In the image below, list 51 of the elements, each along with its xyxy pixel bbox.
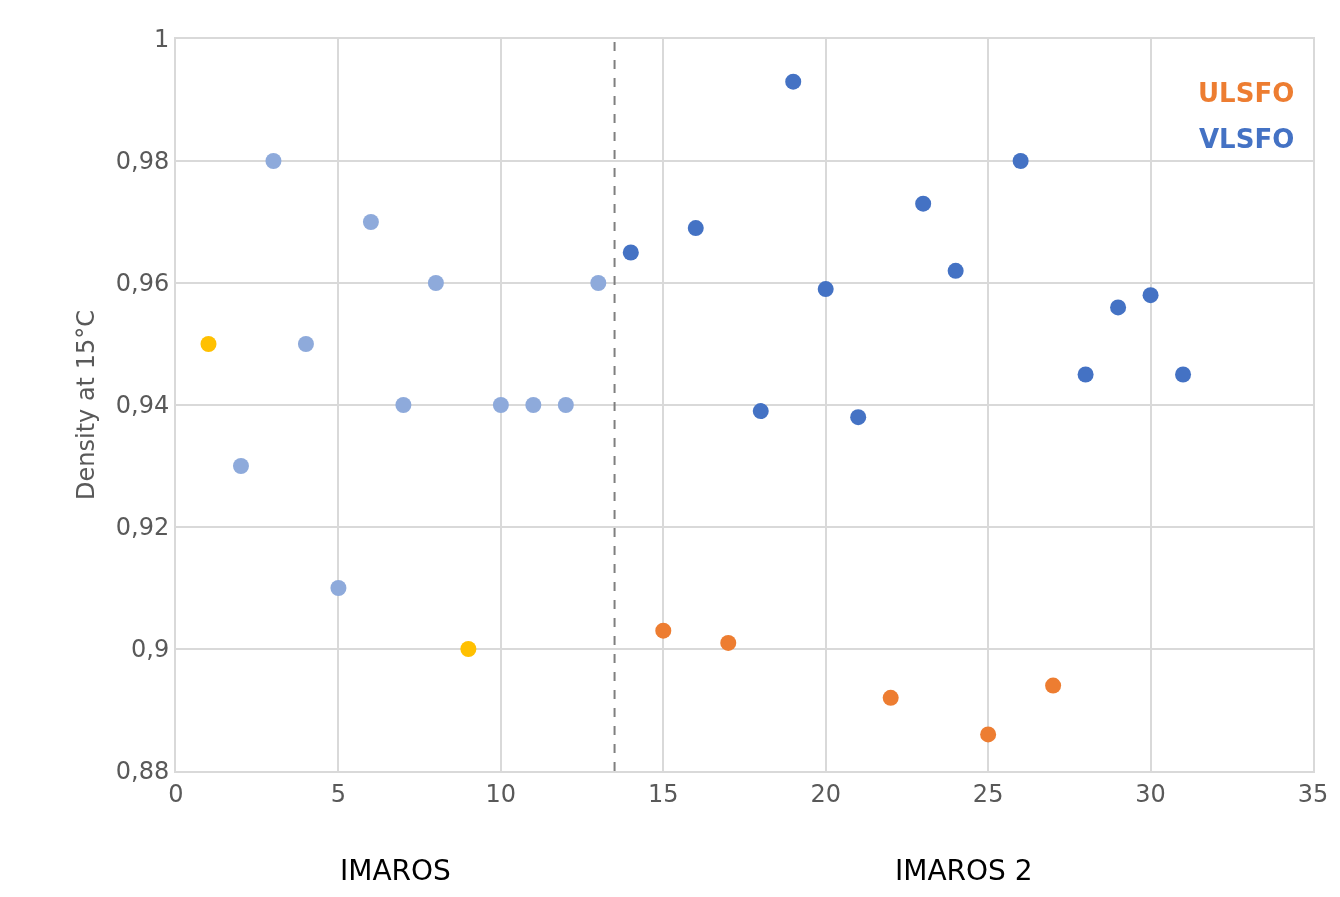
x-tick-label: 35	[1297, 779, 1329, 808]
point	[1077, 366, 1094, 383]
point	[427, 275, 444, 291]
y-tick-label: 1	[153, 25, 170, 54]
y-tick-label: 0,98	[115, 147, 170, 176]
text: VLSFO	[1199, 124, 1295, 154]
point	[752, 403, 769, 420]
point	[1142, 287, 1159, 304]
point	[525, 397, 542, 413]
point	[200, 336, 217, 352]
y-tick-label: 0,92	[115, 513, 170, 542]
point	[557, 397, 574, 413]
y-tick-label: 0,88	[115, 757, 170, 786]
point	[850, 409, 867, 426]
point	[460, 641, 477, 657]
x-tick-label: 20	[810, 779, 841, 808]
point	[817, 281, 834, 298]
point	[882, 689, 899, 706]
point	[1045, 677, 1062, 694]
text: ULSFO	[1198, 78, 1295, 108]
y-tick-label: 0,9	[131, 635, 170, 664]
x-tick-label: 15	[648, 779, 679, 808]
x-tick-label: 0	[168, 779, 184, 808]
point	[590, 275, 607, 291]
point	[980, 726, 997, 743]
point	[1110, 299, 1127, 316]
x-tick-label: 5	[330, 779, 347, 808]
point	[915, 195, 932, 212]
y-tick-label: 0,96	[115, 269, 170, 298]
point	[1175, 366, 1192, 383]
point	[687, 220, 704, 237]
text: IMAROS	[340, 854, 451, 887]
point	[622, 244, 639, 261]
point	[265, 153, 282, 169]
point	[655, 622, 672, 639]
text: IMAROS 2	[895, 854, 1033, 887]
x-tick-label: 30	[1135, 779, 1166, 808]
point	[362, 214, 379, 230]
point	[785, 73, 802, 90]
point	[1012, 153, 1029, 169]
x-tick-label: 25	[972, 779, 1004, 808]
point	[395, 397, 412, 413]
point	[720, 634, 737, 651]
y-axis-title: Density at 15°C	[72, 310, 101, 500]
point	[492, 397, 509, 413]
y-tick-label: 0,94	[115, 391, 170, 420]
point	[232, 458, 249, 474]
point	[947, 262, 964, 279]
point	[297, 336, 314, 352]
point	[330, 580, 347, 596]
x-tick-label: 10	[485, 779, 517, 808]
